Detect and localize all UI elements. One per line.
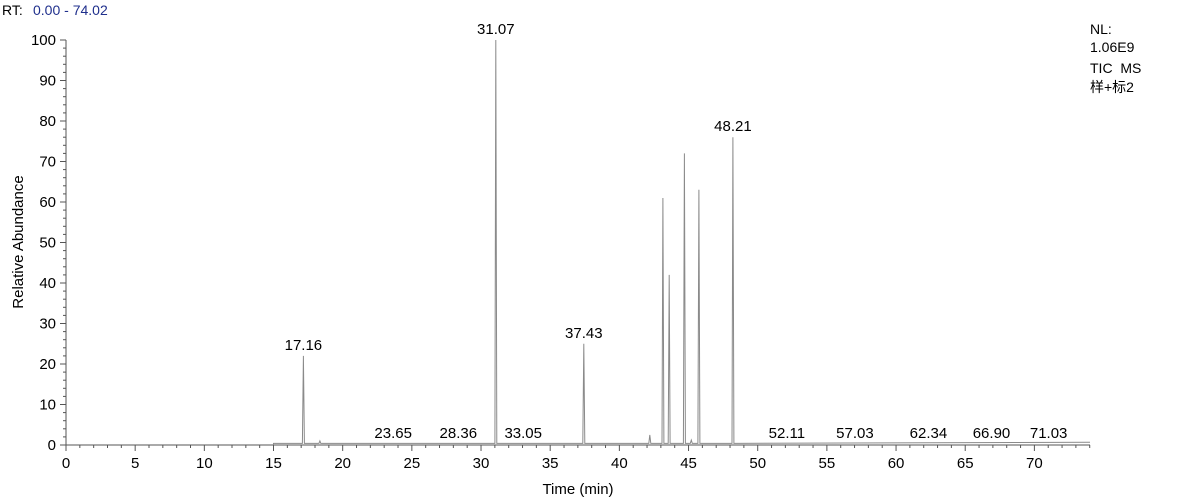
minor-peak-label: 52.11 (769, 425, 805, 442)
x-tick-label: 35 (542, 455, 559, 472)
y-tick-label: 100 (31, 32, 56, 49)
x-tick-label: 25 (404, 455, 421, 472)
rt-label: RT: (2, 2, 23, 18)
y-tick-label: 50 (39, 235, 56, 252)
x-tick-label: 15 (265, 455, 282, 472)
peak-labels: 17.16 31.07 37.43 48.21 23.65 28.36 33.05 52.11… (285, 21, 1068, 442)
y-axis-title: Relative Abundance (10, 175, 27, 308)
x-tick-label: 55 (819, 455, 836, 472)
y-tick-label: 30 (39, 316, 56, 333)
scan-filter: TIC MS (1090, 60, 1141, 76)
x-tick-label: 5 (131, 455, 139, 472)
sample-name: 样+标2 (1090, 79, 1134, 95)
x-axis-title: Time (min) (542, 481, 613, 498)
nl-value: 1.06E9 (1090, 39, 1135, 55)
x-tick-label: 50 (749, 455, 766, 472)
x-tick-label: 60 (888, 455, 905, 472)
y-tick-label: 20 (39, 356, 56, 373)
x-ticks: 0 5 10 15 20 25 30 35 40 45 50 55 60 65 70 (62, 445, 1091, 472)
y-tick-label: 60 (39, 194, 56, 211)
y-tick-label: 40 (39, 275, 56, 292)
x-tick-label: 30 (473, 455, 490, 472)
x-tick-label: 40 (611, 455, 628, 472)
x-tick-label: 10 (196, 455, 213, 472)
x-tick-label: 45 (680, 455, 697, 472)
y-tick-label: 0 (48, 437, 56, 454)
nl-label: NL: (1090, 21, 1112, 37)
minor-peak-label: 33.05 (504, 425, 542, 442)
y-tick-label: 70 (39, 154, 56, 171)
x-tick-label: 65 (957, 455, 974, 472)
tic-trace (273, 39, 1091, 445)
rt-range-value: 0.00 - 74.02 (33, 2, 108, 18)
minor-peak-label: 57.03 (836, 425, 874, 442)
minor-peak-label: 66.90 (973, 425, 1011, 442)
y-tick-label: 10 (39, 397, 56, 414)
y-tick-label: 80 (39, 113, 56, 130)
minor-peak-label: 71.03 (1030, 425, 1068, 442)
peak-label: 48.21 (714, 118, 752, 135)
minor-peak-label: 28.36 (440, 425, 478, 442)
peak-label: 17.16 (285, 337, 323, 354)
x-tick-label: 20 (334, 455, 351, 472)
x-tick-label: 0 (62, 455, 70, 472)
y-ticks: 0 10 20 30 40 50 60 70 80 90 100 (31, 32, 66, 454)
y-tick-label: 90 (39, 73, 56, 90)
peak-label: 37.43 (565, 325, 603, 342)
minor-peak-label: 23.65 (374, 425, 412, 442)
peak-label: 31.07 (477, 21, 515, 38)
minor-peak-label: 62.34 (910, 425, 948, 442)
x-tick-label: 70 (1026, 455, 1043, 472)
